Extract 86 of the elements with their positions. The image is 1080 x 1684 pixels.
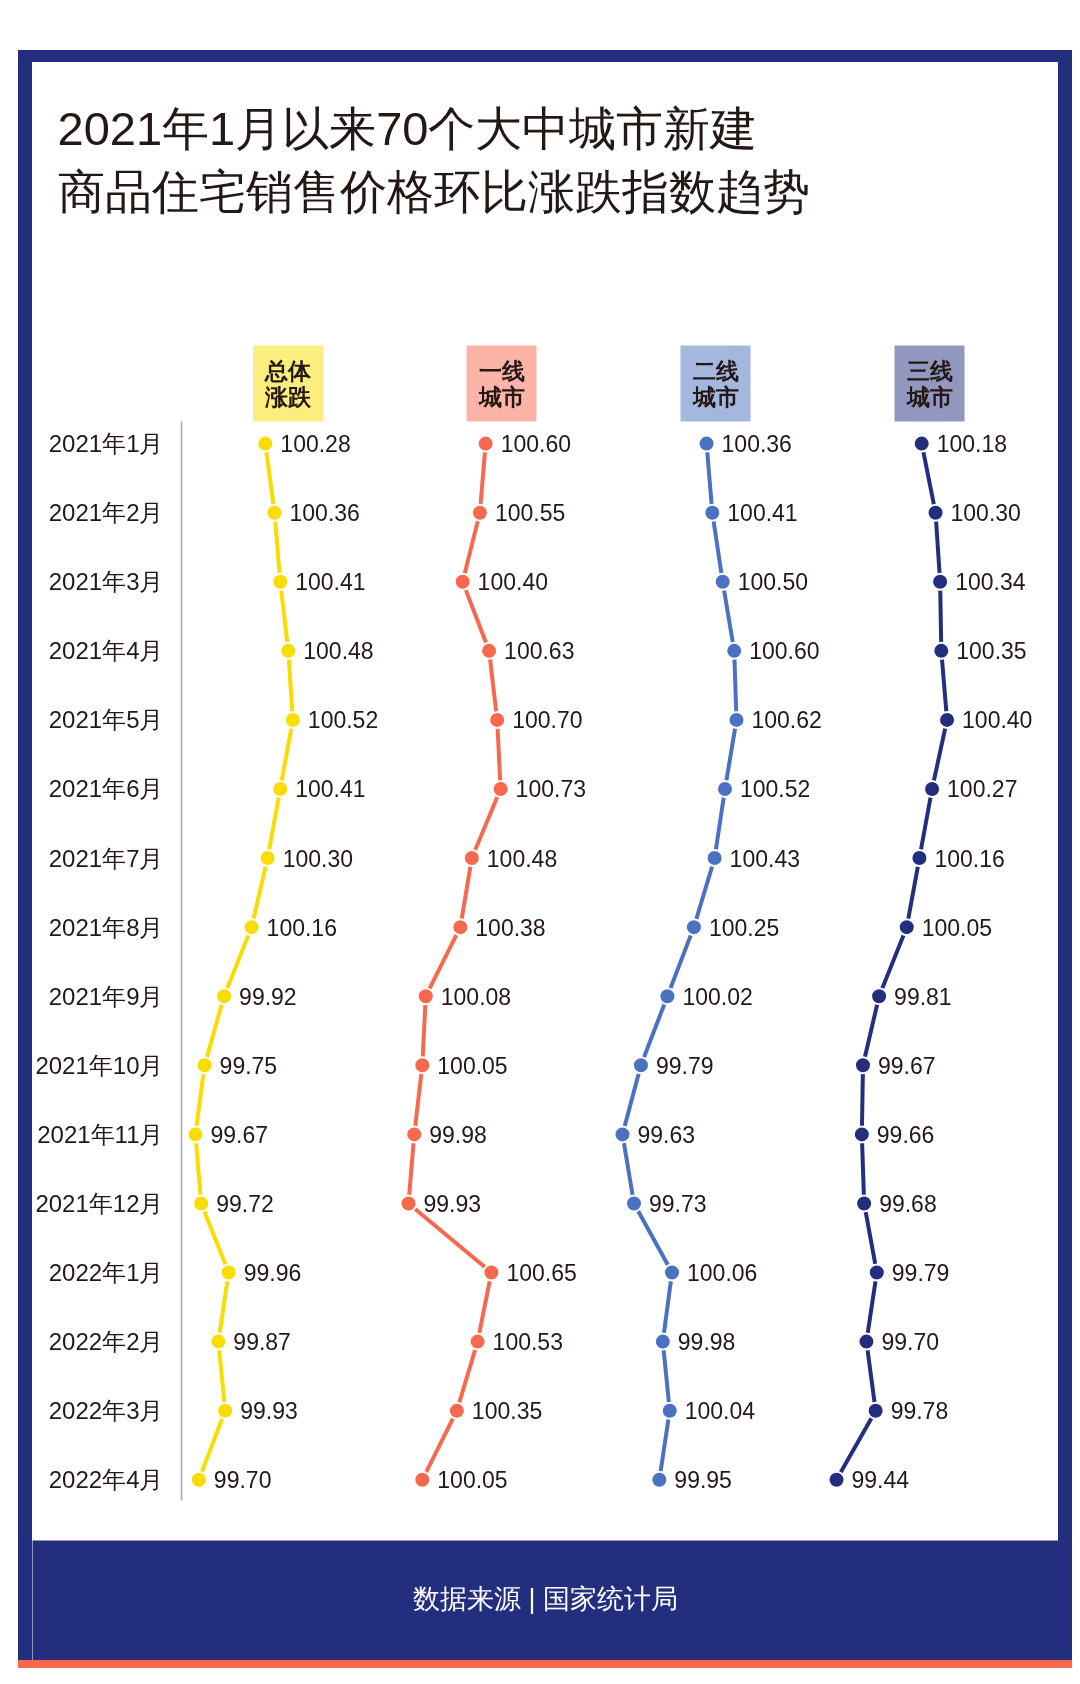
data-label: 99.78 <box>890 1398 949 1425</box>
data-label: 99.87 <box>233 1329 291 1356</box>
data-label: 99.44 <box>851 1467 910 1494</box>
data-label: 100.06 <box>687 1260 758 1287</box>
data-label: 100.65 <box>506 1260 577 1287</box>
series-label: 一线城市 <box>477 357 525 410</box>
y-tick-label: 2022年1月 <box>48 1259 164 1287</box>
data-label: 100.28 <box>280 431 351 458</box>
data-label: 100.48 <box>486 845 558 872</box>
y-tick-label: 2022年3月 <box>48 1397 164 1425</box>
data-label: 100.25 <box>708 914 780 941</box>
data-label: 100.55 <box>494 500 566 527</box>
data-label: 99.72 <box>216 1190 274 1217</box>
data-label: 99.98 <box>429 1121 487 1148</box>
y-tick-label: 2022年4月 <box>48 1466 164 1494</box>
data-label: 99.96 <box>243 1260 302 1287</box>
data-label: 100.52 <box>307 707 379 734</box>
data-label: 100.02 <box>682 983 753 1010</box>
y-tick-label: 2021年1月 <box>48 430 164 458</box>
series-label: 二线城市 <box>691 357 739 410</box>
y-tick-label: 2021年6月 <box>48 775 164 803</box>
data-label: 100.16 <box>266 914 337 941</box>
data-label: 100.48 <box>303 638 374 665</box>
data-label: 100.27 <box>947 776 1018 803</box>
y-tick-label: 2021年9月 <box>48 982 164 1010</box>
data-label: 99.79 <box>891 1260 950 1287</box>
data-label: 100.70 <box>512 707 583 734</box>
data-label: 100.34 <box>955 569 1026 596</box>
data-label: 99.98 <box>677 1329 736 1356</box>
y-tick-label: 2021年8月 <box>48 913 164 941</box>
data-label: 100.41 <box>295 569 366 596</box>
data-label: 100.05 <box>437 1467 508 1494</box>
data-label: 100.04 <box>684 1398 756 1425</box>
text: 2021年1月以来70个大中城市新建商品住宅销售价格环比涨跌指数趋势 <box>57 102 810 218</box>
data-label: 100.41 <box>295 776 366 803</box>
data-label: 100.08 <box>440 983 512 1010</box>
data-label: 99.95 <box>674 1467 732 1494</box>
data-label: 100.35 <box>471 1398 543 1425</box>
source-note: 数据来源 | 国家统计局 <box>412 1583 679 1614</box>
y-tick-label: 2021年2月 <box>48 499 164 527</box>
y-tick-label: 2021年11月 <box>37 1120 164 1148</box>
series-label: 总体涨跌 <box>264 357 312 410</box>
data-label: 99.75 <box>219 1052 278 1079</box>
data-label: 100.63 <box>504 638 575 665</box>
data-label: 99.92 <box>239 983 297 1010</box>
y-tick-label: 2021年4月 <box>48 637 164 665</box>
data-label: 100.05 <box>921 914 993 941</box>
data-label: 99.67 <box>210 1121 268 1148</box>
data-label: 99.93 <box>423 1190 482 1217</box>
data-label: 99.66 <box>876 1121 935 1148</box>
data-label: 100.52 <box>739 776 811 803</box>
data-label: 100.18 <box>936 431 1008 458</box>
data-label: 100.50 <box>737 569 809 596</box>
data-label: 100.16 <box>934 845 1005 872</box>
data-label: 100.43 <box>729 845 800 872</box>
y-tick-label: 2021年7月 <box>48 844 164 872</box>
data-label: 100.30 <box>950 500 1021 527</box>
data-label: 100.36 <box>721 431 792 458</box>
data-label: 100.73 <box>515 776 586 803</box>
data-label: 99.93 <box>240 1398 298 1425</box>
data-label: 99.81 <box>894 983 952 1010</box>
data-label: 100.40 <box>962 707 1033 734</box>
data-label: 99.68 <box>879 1190 937 1217</box>
data-label: 100.36 <box>289 500 360 527</box>
data-label: 99.73 <box>649 1190 707 1217</box>
y-tick-label: 2021年5月 <box>48 706 164 734</box>
data-label: 100.38 <box>475 914 546 941</box>
data-label: 100.30 <box>282 845 353 872</box>
data-label: 100.05 <box>437 1052 508 1079</box>
data-label: 100.62 <box>751 707 822 734</box>
y-tick-label: 2021年10月 <box>35 1051 164 1079</box>
series-label: 三线城市 <box>905 357 953 410</box>
data-label: 100.35 <box>956 638 1027 665</box>
data-label: 100.60 <box>749 638 820 665</box>
data-label: 100.60 <box>500 431 572 458</box>
y-tick-label: 2022年2月 <box>48 1328 164 1356</box>
y-tick-label: 2021年12月 <box>35 1189 164 1217</box>
data-label: 99.79 <box>655 1052 714 1079</box>
data-label: 99.63 <box>637 1121 696 1148</box>
data-label: 100.41 <box>727 500 798 527</box>
data-label: 100.40 <box>477 569 548 596</box>
y-tick-label: 2021年3月 <box>48 568 164 596</box>
data-label: 99.70 <box>213 1467 272 1494</box>
data-label: 100.53 <box>492 1329 563 1356</box>
data-label: 99.67 <box>877 1052 936 1079</box>
data-label: 99.70 <box>881 1329 939 1356</box>
